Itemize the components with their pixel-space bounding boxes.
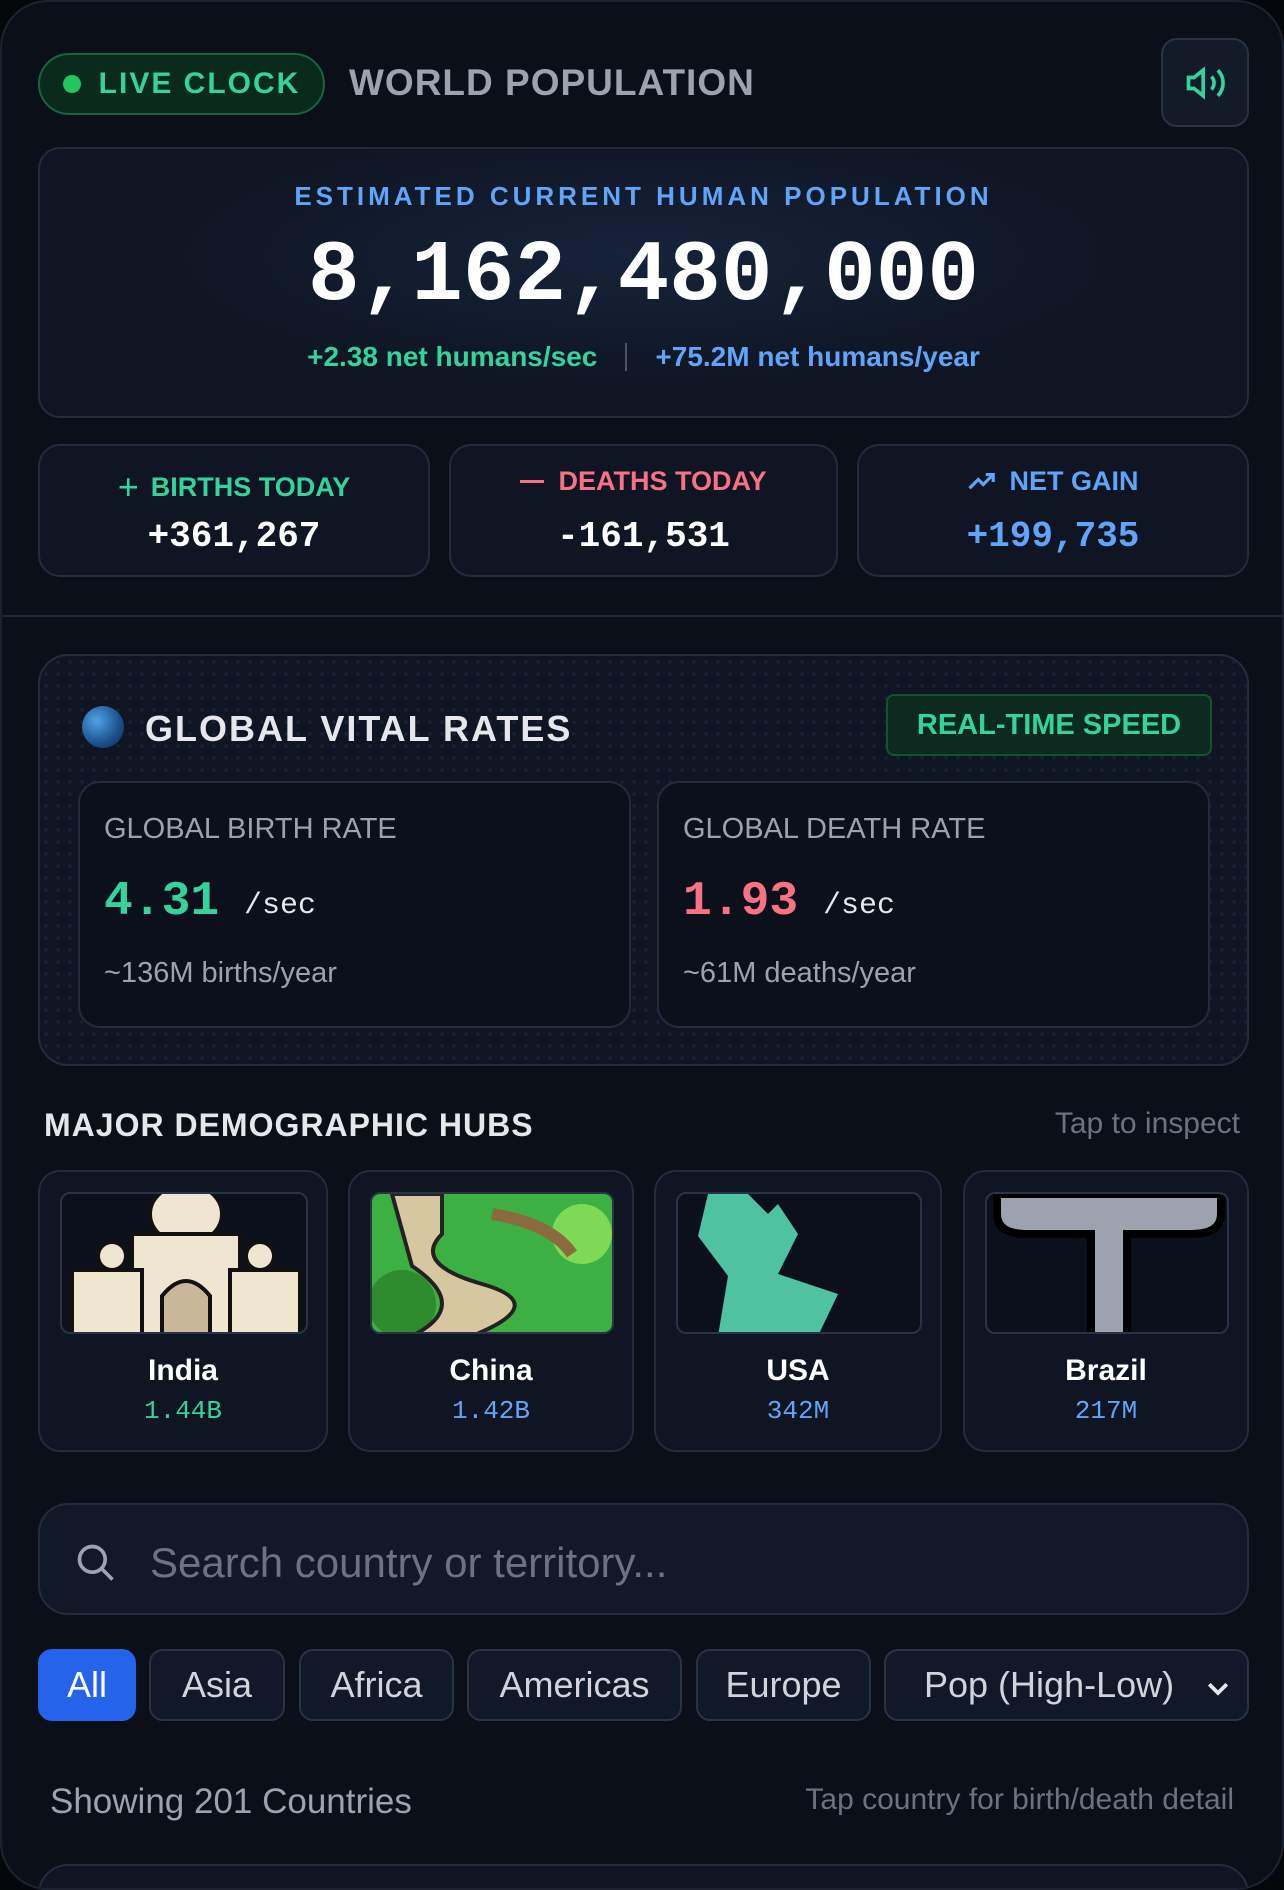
speed-badge: REAL-TIME SPEED <box>886 694 1212 756</box>
hub-population: 1.42B <box>451 1396 530 1426</box>
rate-note: ~61M deaths/year <box>683 957 916 989</box>
country-list <box>38 1864 1249 1888</box>
sort-select[interactable]: Pop (High-Low) <box>884 1649 1249 1721</box>
rate-label: GLOBAL BIRTH RATE <box>104 813 397 845</box>
divider <box>2 615 1282 617</box>
sort-label: Pop (High-Low) <box>924 1664 1175 1705</box>
population-card: ESTIMATED CURRENT HUMAN POPULATION 8,162… <box>38 147 1249 418</box>
minus-icon <box>520 480 545 483</box>
filter-chip[interactable]: Americas <box>467 1649 682 1721</box>
stat-label: BIRTHS TODAY <box>150 471 351 502</box>
stat-label: DEATHS TODAY <box>558 466 767 496</box>
hub-card[interactable]: USA 342M <box>654 1170 942 1452</box>
app-title: WORLD POPULATION <box>349 62 755 103</box>
speaker-icon <box>1186 65 1225 100</box>
population-label: ESTIMATED CURRENT HUMAN POPULATION <box>294 181 993 211</box>
live-dot <box>62 75 81 93</box>
rate-year: +75.2M net humans/year <box>655 341 980 372</box>
footer-hint: Tap country for birth/death detail <box>805 1783 1234 1816</box>
rate-sec: +2.38 net humans/sec <box>307 341 598 372</box>
stat-value: +199,735 <box>966 516 1140 557</box>
rate-card: GLOBAL BIRTH RATE 4.31 /sec ~136M births… <box>78 781 631 1028</box>
search-icon <box>77 1544 114 1581</box>
hub-population: 342M <box>766 1396 830 1426</box>
live-badge: LIVE CLOCK <box>38 53 325 115</box>
stat-head: NET GAIN <box>859 466 1247 497</box>
rate-unit: /sec <box>823 889 896 923</box>
taj-mahal-icon <box>70 1194 302 1332</box>
hub-name: Brazil <box>1065 1354 1147 1387</box>
population-value: 8,162,480,000 <box>308 227 979 325</box>
rate-unit: /sec <box>244 889 317 923</box>
hub-image <box>370 1192 614 1334</box>
great-wall-icon <box>372 1194 612 1332</box>
globe-icon <box>82 706 124 748</box>
separator <box>625 343 628 371</box>
christ-icon <box>993 1194 1225 1332</box>
hub-population: 1.44B <box>143 1396 222 1426</box>
filter-chip[interactable]: All <box>38 1649 136 1721</box>
rate-card: GLOBAL DEATH RATE 1.93 /sec ~61M deaths/… <box>657 781 1210 1028</box>
hub-name: China <box>449 1354 533 1387</box>
stat-card: + BIRTHS TODAY +361,267 <box>38 444 430 577</box>
badge-text: LIVE CLOCK <box>98 67 301 100</box>
trend-icon <box>968 472 996 489</box>
search-box[interactable]: Search country or territory... <box>38 1503 1249 1615</box>
rate-note: ~136M births/year <box>104 957 337 989</box>
hub-image <box>676 1192 922 1334</box>
hub-name: India <box>147 1354 218 1387</box>
hub-population: 217M <box>1074 1396 1138 1426</box>
search-placeholder: Search country or territory... <box>150 1539 668 1586</box>
hub-card[interactable]: India 1.44B <box>38 1170 328 1452</box>
country-count: Showing 201 Countries <box>50 1782 412 1821</box>
vital-title: GLOBAL VITAL RATES <box>145 708 573 749</box>
hub-image <box>985 1192 1229 1334</box>
stat-head: + BIRTHS TODAY <box>40 466 428 508</box>
stat-label: NET GAIN <box>1009 466 1139 496</box>
filter-chip[interactable]: Asia <box>149 1649 285 1721</box>
rate-value: 1.93 <box>683 875 799 929</box>
stat-card: NET GAIN +199,735 <box>857 444 1249 577</box>
hub-card[interactable]: Brazil 217M <box>963 1170 1249 1452</box>
hub-name: USA <box>766 1354 830 1387</box>
population-rates: +2.38 net humans/sec +75.2M net humans/y… <box>40 341 1247 373</box>
plus-icon: + <box>117 466 139 507</box>
hubs-hint: Tap to inspect <box>1054 1107 1240 1140</box>
stat-head: DEATHS TODAY <box>451 466 836 497</box>
chevron-icon <box>1207 1682 1229 1696</box>
sound-button[interactable] <box>1161 38 1249 127</box>
hub-image <box>60 1192 308 1334</box>
rate-label: GLOBAL DEATH RATE <box>683 813 986 845</box>
hub-card[interactable]: China 1.42B <box>348 1170 634 1452</box>
hubs-title: MAJOR DEMOGRAPHIC HUBS <box>44 1107 534 1143</box>
liberty-icon <box>698 1194 838 1332</box>
vital-panel: GLOBAL VITAL RATES REAL-TIME SPEED GLOBA… <box>38 654 1249 1066</box>
stat-value: -161,531 <box>557 516 730 557</box>
filter-chip[interactable]: Africa <box>299 1649 454 1721</box>
rate-value: 4.31 <box>104 875 220 929</box>
stat-value: +361,267 <box>147 516 321 557</box>
filter-chip[interactable]: Europe <box>696 1649 871 1721</box>
stat-card: DEATHS TODAY -161,531 <box>449 444 838 577</box>
